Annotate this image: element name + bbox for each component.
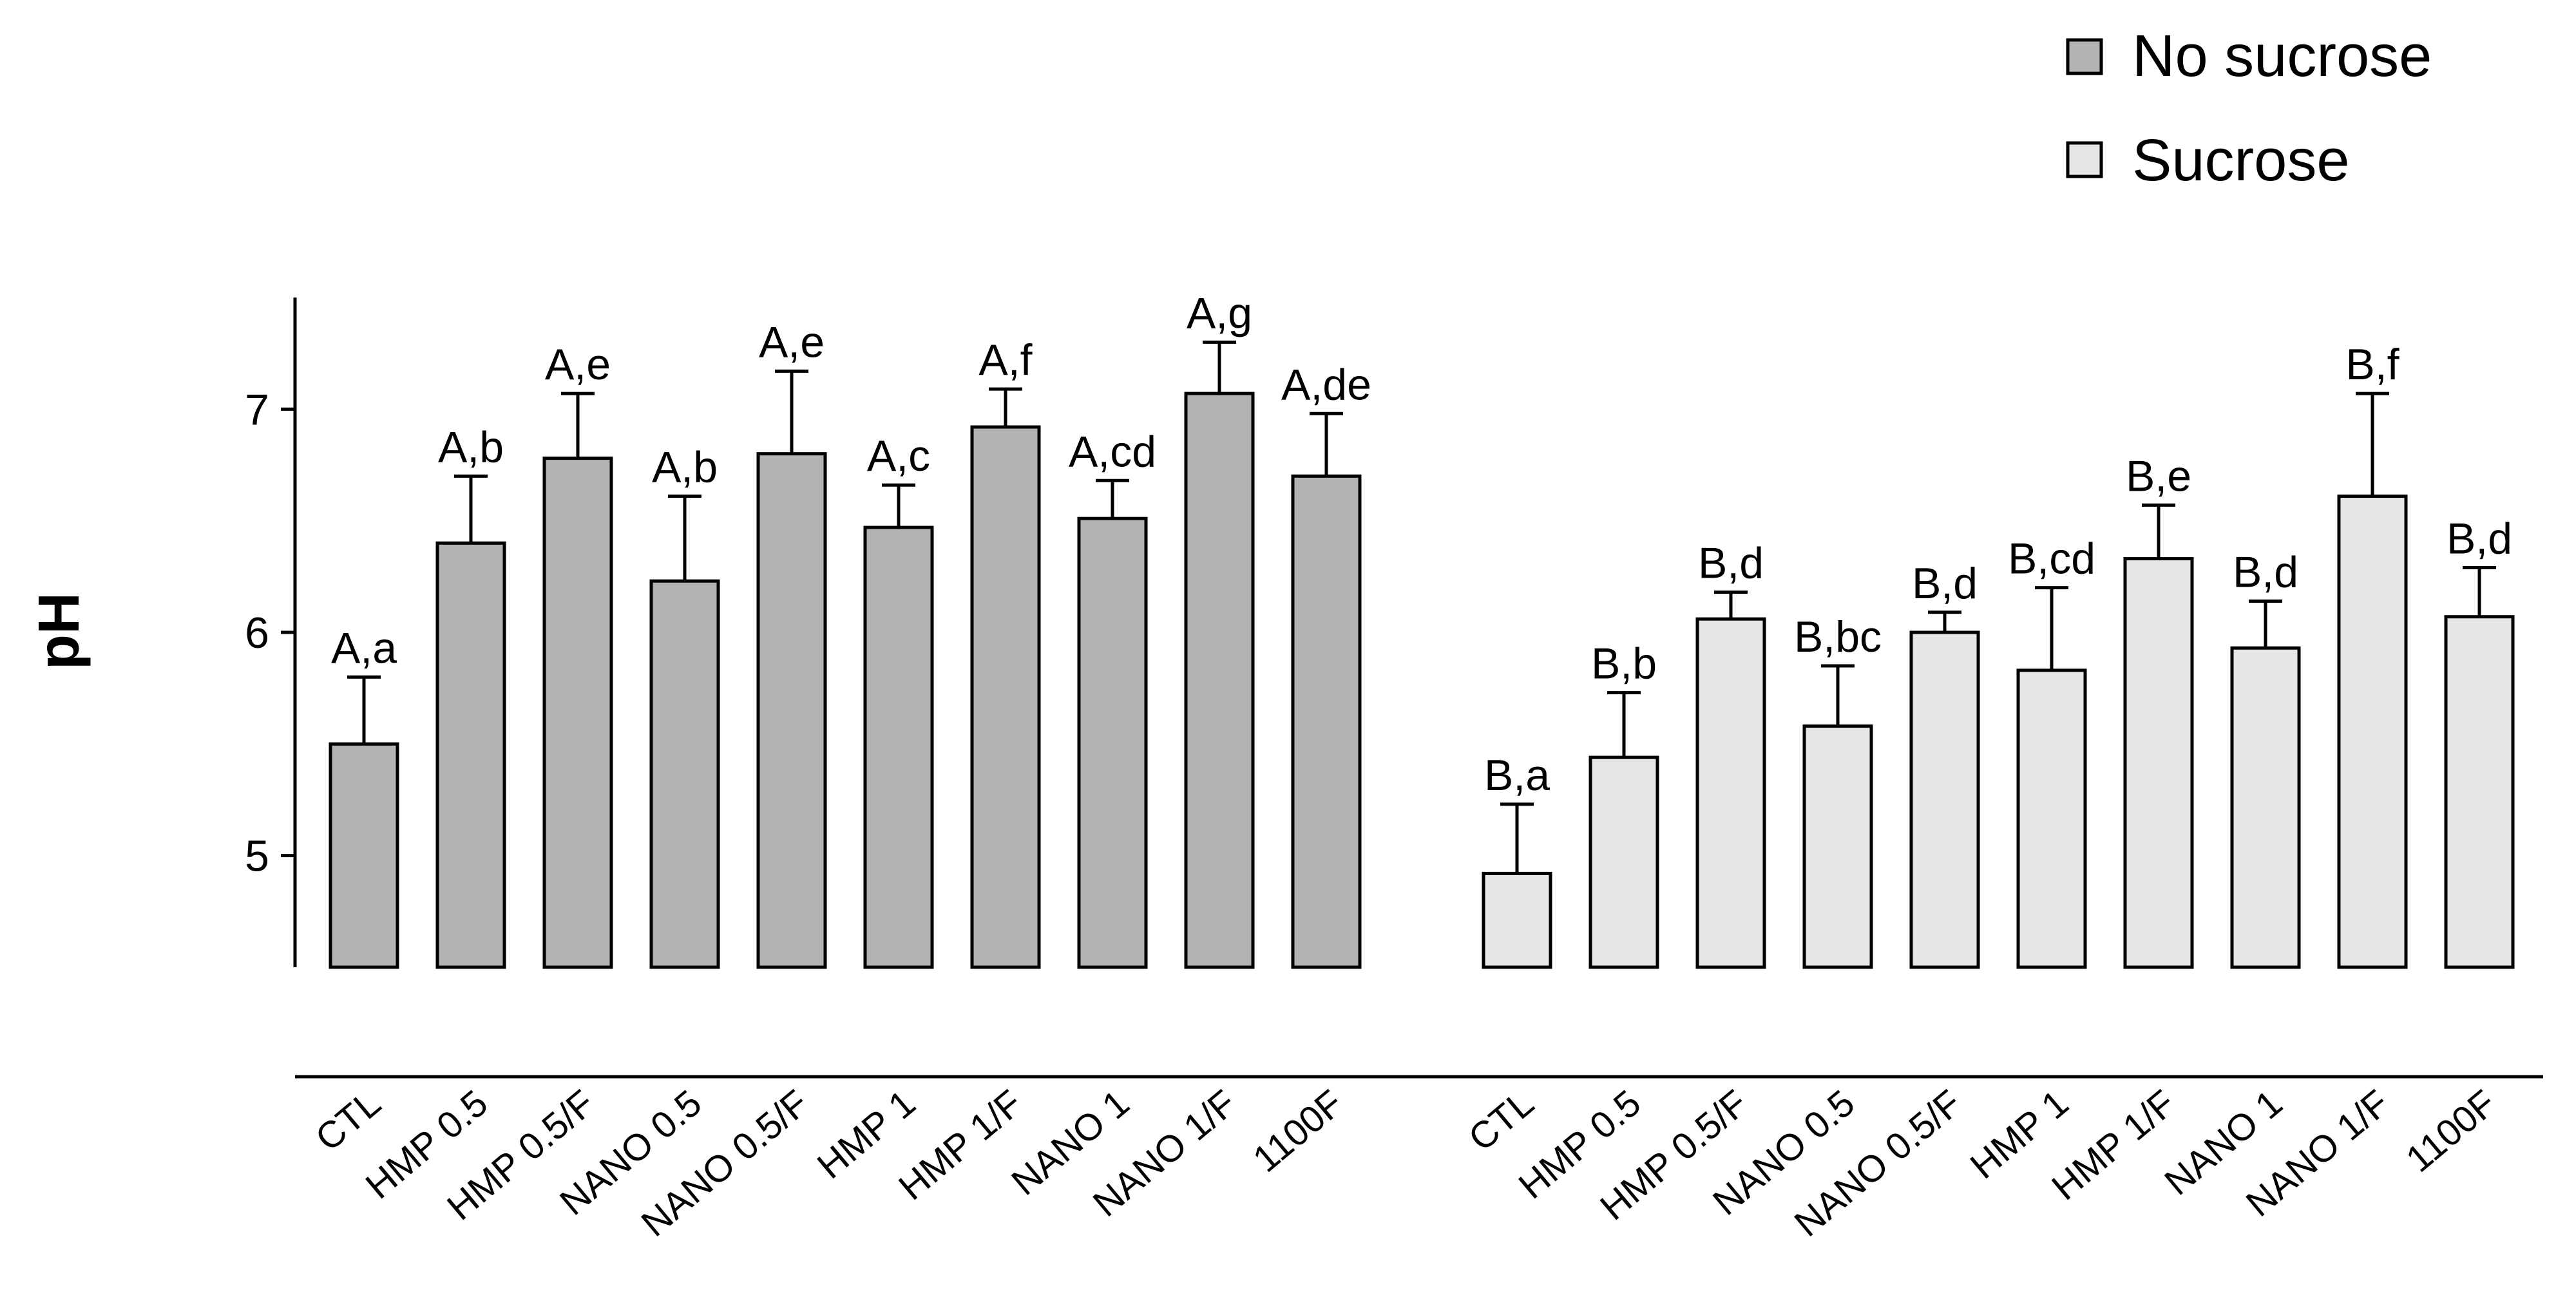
bar <box>1802 724 1873 969</box>
significance-label: A,g <box>1187 288 1252 337</box>
error-bar <box>668 495 701 581</box>
significance-label: A,b <box>652 443 718 492</box>
bar <box>1077 516 1148 969</box>
bar <box>1184 392 1255 969</box>
bar <box>2230 646 2301 969</box>
legend-swatch-no-sucrose <box>2066 38 2103 75</box>
significance-label: A,de <box>1281 360 1371 409</box>
bar <box>1695 617 1766 969</box>
bar <box>435 541 506 969</box>
bar <box>1291 474 1362 969</box>
significance-label: A,a <box>331 623 397 672</box>
error-bar <box>454 474 488 544</box>
bars <box>329 392 2515 969</box>
error-bar <box>1607 691 1641 758</box>
error-bar <box>1821 664 1855 726</box>
bar <box>970 425 1041 969</box>
error-bar <box>1500 802 1534 874</box>
significance-label: B,d <box>2233 547 2298 596</box>
bar <box>1909 630 1980 969</box>
significance-label: A,c <box>867 431 930 480</box>
error-bar <box>1928 610 1961 632</box>
significance-label: A,e <box>759 317 825 366</box>
significance-label: B,b <box>1591 639 1657 688</box>
significance-label: B,f <box>2345 340 2399 389</box>
significance-label: A,e <box>545 340 611 389</box>
category-label: CTL <box>1461 1082 1542 1159</box>
category-label: 1100F <box>2398 1082 2504 1180</box>
error-bar <box>561 392 595 458</box>
bar <box>1589 755 1659 969</box>
error-bars <box>347 340 2496 874</box>
bar <box>1482 871 1552 969</box>
error-bar <box>347 675 381 744</box>
legend-label-no-sucrose: No sucrose <box>2132 23 2432 89</box>
error-bar <box>1714 591 1748 619</box>
error-bar <box>2035 586 2068 670</box>
error-bar <box>2142 503 2175 559</box>
significance-label: B,e <box>2126 451 2191 500</box>
bar <box>2016 668 2087 969</box>
bar <box>863 525 934 969</box>
category-label: CTL <box>308 1082 389 1159</box>
significance-label: B,d <box>1698 539 1764 588</box>
error-bar <box>989 387 1022 428</box>
significance-labels: A,a A,b A,e A,b A,e A,c A,f A,cd A,g A,de B,a B,b B,… <box>331 288 2512 800</box>
error-bar <box>775 369 808 454</box>
bar <box>2444 615 2515 969</box>
significance-label: B,d <box>1912 559 1978 608</box>
error-bar <box>2356 392 2389 496</box>
bar <box>756 452 827 969</box>
error-bar <box>882 483 915 528</box>
y-tick-label: 7 <box>245 385 269 434</box>
bar <box>542 457 613 969</box>
significance-label: B,a <box>1484 751 1550 800</box>
significance-label: B,bc <box>1794 612 1882 661</box>
error-bar <box>2463 565 2496 617</box>
legend-swatch-sucrose <box>2066 141 2103 178</box>
error-bar <box>1096 478 1129 519</box>
legend: No sucrose Sucrose <box>2066 23 2432 193</box>
bar <box>329 742 399 969</box>
significance-label: A,b <box>438 422 504 471</box>
y-axis-label: pH <box>27 592 91 670</box>
error-bar <box>1203 340 1236 394</box>
significance-label: B,d <box>2447 514 2512 563</box>
error-bar <box>1310 411 1343 477</box>
significance-label: A,f <box>978 336 1032 384</box>
significance-label: A,cd <box>1069 427 1156 476</box>
bar <box>2337 495 2408 969</box>
legend-label-sucrose: Sucrose <box>2132 128 2350 193</box>
y-tick-label: 6 <box>245 609 269 657</box>
significance-label: B,cd <box>2008 534 2095 583</box>
category-label: 1100F <box>1245 1082 1351 1180</box>
error-bar <box>2249 599 2282 648</box>
y-tick-label: 5 <box>245 832 269 881</box>
bar <box>649 579 720 969</box>
y-ticks: 5 6 7 <box>245 385 295 881</box>
bar <box>2123 557 2194 969</box>
